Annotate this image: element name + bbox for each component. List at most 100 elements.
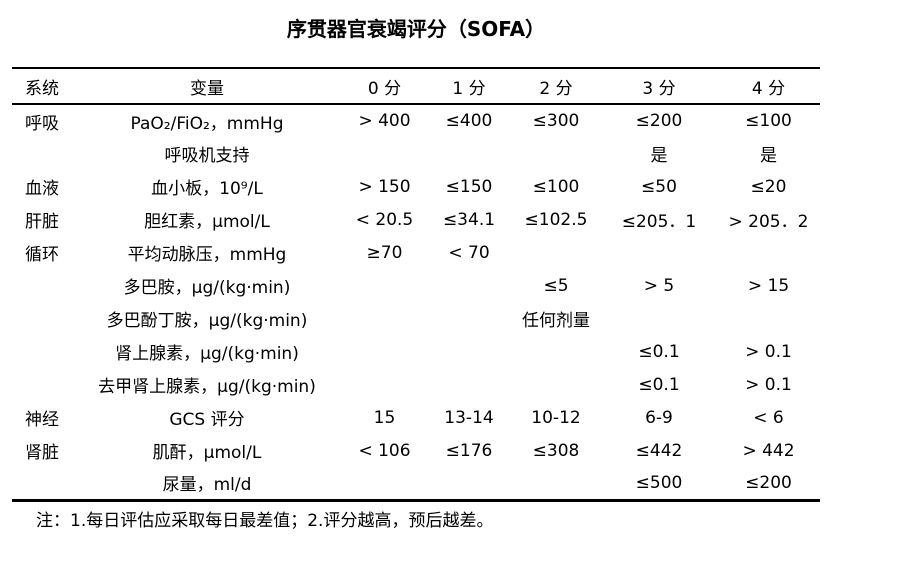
score-cell bbox=[342, 335, 427, 368]
system-cell bbox=[12, 335, 72, 368]
score-cell: ≥70 bbox=[366, 242, 403, 263]
score-cell: > 5 bbox=[643, 275, 675, 296]
score-cell: ≤176 bbox=[445, 440, 493, 461]
score-cell: > 15 bbox=[747, 275, 790, 296]
score-cell: ≤500 bbox=[601, 467, 717, 502]
header-system: 系统 bbox=[12, 67, 72, 105]
score-cell bbox=[342, 467, 427, 502]
header-row: 系统 变量 0 分 1 分 2 分 3 分 4 分 bbox=[12, 67, 820, 105]
header-score-4: 4 分 bbox=[717, 67, 820, 105]
system-cell: 呼吸 bbox=[25, 113, 59, 134]
header-score-2: 2 分 bbox=[511, 67, 601, 105]
score-cell: ≤100 bbox=[745, 111, 792, 131]
footnote: 注：1.每日评估应采取每日最差值；2.评分越高，预后越差。 bbox=[36, 510, 494, 531]
score-cell: ≤150 bbox=[445, 176, 493, 197]
score-cell: > 0.1 bbox=[745, 374, 792, 395]
table-row: 循环 平均动脉压，mmHg ≥70 < 70 bbox=[12, 236, 820, 269]
score-cell: ≤100 bbox=[532, 176, 580, 197]
system-cell: 循环 bbox=[25, 245, 59, 265]
variable-cell: 多巴酚丁胺，μg/(kg·min) bbox=[106, 311, 308, 331]
table-row: 去甲肾上腺素，μg/(kg·min) ≤0.1 > 0.1 bbox=[12, 368, 820, 401]
system-cell: 肝脏 bbox=[25, 212, 59, 232]
score-cell: > 400 bbox=[358, 111, 411, 131]
table-row: 多巴酚丁胺，μg/(kg·min) 任何剂量 bbox=[12, 302, 820, 335]
score-cell bbox=[342, 137, 427, 170]
score-cell: > 150 bbox=[358, 176, 411, 197]
score-cell bbox=[342, 269, 427, 302]
system-cell bbox=[12, 467, 72, 502]
table-row: 血液 血小板，10⁹/L > 150 ≤150 ≤100 ≤50 ≤20 bbox=[12, 170, 820, 203]
score-cell: ≤34.1 bbox=[442, 209, 496, 230]
system-cell bbox=[12, 137, 72, 170]
table-row: 多巴胺，μg/(kg·min) ≤5 > 5 > 15 bbox=[12, 269, 820, 302]
score-cell bbox=[427, 335, 511, 368]
variable-cell: 胆红素，μmol/L bbox=[144, 212, 270, 232]
variable-cell: GCS 评分 bbox=[169, 410, 245, 430]
score-cell: 是 bbox=[760, 146, 777, 166]
variable-cell: PaO₂/FiO₂，mmHg bbox=[130, 113, 284, 134]
score-cell: ≤5 bbox=[543, 275, 569, 296]
header-score-3: 3 分 bbox=[601, 67, 717, 105]
score-cell: 15 bbox=[373, 407, 396, 428]
system-cell: 肾脏 bbox=[25, 443, 59, 463]
score-cell bbox=[717, 236, 820, 269]
score-cell: 10-12 bbox=[531, 407, 581, 428]
score-cell: > 0.1 bbox=[745, 341, 792, 362]
score-cell bbox=[511, 368, 601, 401]
score-cell: < 70 bbox=[448, 242, 490, 263]
table-row: 肾脏 肌酐，μmol/L < 106 ≤176 ≤308 ≤442 > 442 bbox=[12, 434, 820, 467]
score-cell bbox=[717, 302, 820, 335]
score-cell bbox=[511, 137, 601, 170]
score-cell: > 205．2 bbox=[728, 212, 809, 232]
score-cell: 任何剂量 bbox=[522, 311, 590, 331]
header-variable: 变量 bbox=[72, 67, 342, 105]
table-title: 序贯器官衰竭评分（SOFA） bbox=[286, 17, 546, 41]
variable-cell: 血小板，10⁹/L bbox=[151, 179, 263, 199]
table-row: 呼吸 PaO₂/FiO₂，mmHg > 400 ≤400 ≤300 ≤200 ≤… bbox=[12, 104, 820, 137]
score-cell bbox=[511, 335, 601, 368]
score-cell: 是 bbox=[650, 146, 668, 166]
variable-cell: 肾上腺素，μg/(kg·min) bbox=[115, 344, 299, 364]
header-score-1: 1 分 bbox=[427, 67, 511, 105]
score-cell: 13-14 bbox=[444, 407, 494, 428]
score-cell bbox=[427, 467, 511, 502]
score-cell: ≤102.5 bbox=[524, 209, 588, 230]
header-score-0: 0 分 bbox=[342, 67, 427, 105]
score-cell bbox=[427, 269, 511, 302]
variable-cell: 去甲肾上腺素，μg/(kg·min) bbox=[98, 377, 316, 397]
score-cell: ≤20 bbox=[750, 176, 787, 197]
system-cell: 血液 bbox=[25, 179, 59, 199]
score-cell: < 106 bbox=[358, 440, 411, 461]
system-cell bbox=[12, 302, 72, 335]
score-cell: ≤308 bbox=[532, 440, 580, 461]
score-cell: ≤205．1 bbox=[621, 212, 697, 232]
variable-cell: 多巴胺，μg/(kg·min) bbox=[123, 278, 291, 298]
score-cell: ≤442 bbox=[635, 440, 683, 461]
score-cell: ≤200 bbox=[717, 467, 820, 502]
score-cell bbox=[342, 302, 427, 335]
system-cell bbox=[12, 269, 72, 302]
score-cell bbox=[511, 236, 601, 269]
table-row: 尿量，ml/d ≤500 ≤200 bbox=[12, 467, 820, 502]
score-cell: ≤400 bbox=[445, 111, 493, 131]
score-cell: ≤300 bbox=[532, 111, 580, 131]
score-cell: ≤200 bbox=[635, 111, 683, 131]
variable-cell: 呼吸机支持 bbox=[164, 146, 250, 166]
table-row: 肾上腺素，μg/(kg·min) ≤0.1 > 0.1 bbox=[12, 335, 820, 368]
table-row: 神经 GCS 评分 15 13-14 10-12 6-9 < 6 bbox=[12, 401, 820, 434]
score-cell: > 442 bbox=[742, 440, 795, 461]
variable-cell: 平均动脉压，mmHg bbox=[127, 245, 287, 265]
score-cell: ≤0.1 bbox=[638, 374, 680, 395]
score-cell bbox=[342, 368, 427, 401]
variable-cell: 肌酐，μmol/L bbox=[152, 443, 262, 463]
score-cell bbox=[601, 302, 717, 335]
system-cell: 神经 bbox=[25, 410, 59, 430]
variable-cell: 尿量，ml/d bbox=[72, 467, 342, 502]
score-cell bbox=[427, 368, 511, 401]
table-row: 呼吸机支持 是 是 bbox=[12, 137, 820, 170]
score-cell bbox=[511, 467, 601, 502]
score-cell: < 20.5 bbox=[355, 209, 414, 230]
sofa-score-table: 系统 变量 0 分 1 分 2 分 3 分 4 分 呼吸 PaO₂/FiO₂，m… bbox=[12, 67, 820, 502]
score-cell: ≤50 bbox=[641, 176, 677, 197]
